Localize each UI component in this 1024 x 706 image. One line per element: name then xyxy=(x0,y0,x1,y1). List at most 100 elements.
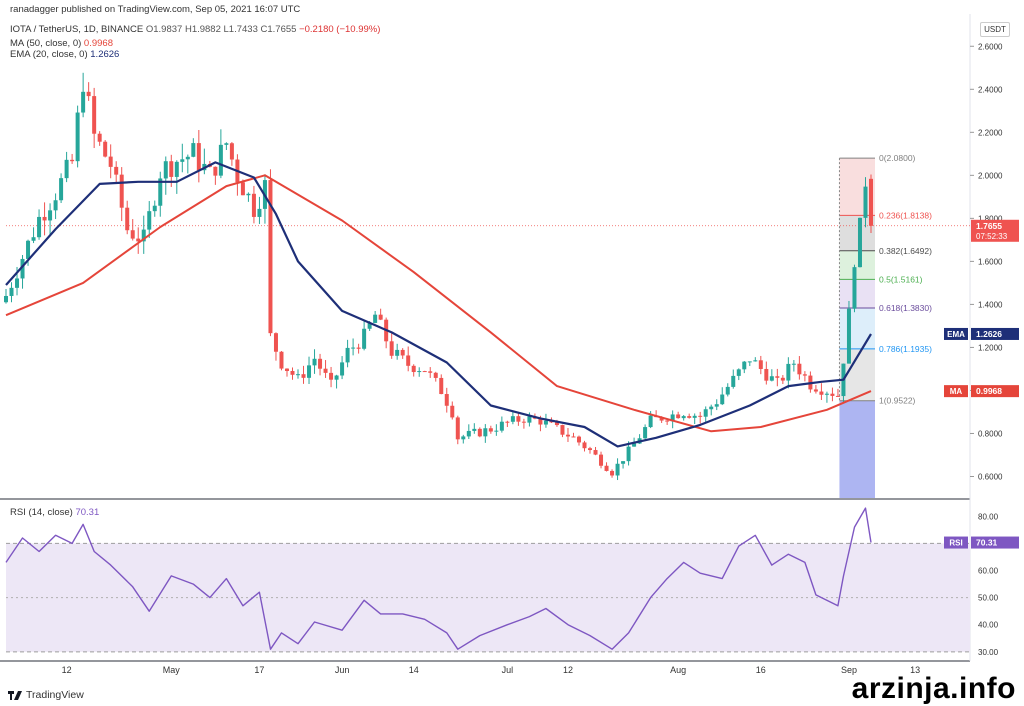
price-tick-label-5: 1.6000 xyxy=(978,257,1003,266)
candle-body xyxy=(257,208,262,217)
ema-label-text: EMA xyxy=(947,330,965,339)
candle-body xyxy=(119,174,124,208)
rsi-value-tag-bg xyxy=(971,536,1019,549)
candle-body xyxy=(152,205,157,212)
candle-body xyxy=(852,267,857,309)
candle-body xyxy=(318,358,323,369)
candle-body xyxy=(42,216,47,221)
candle-body xyxy=(9,287,14,296)
time-tick-label-4: 14 xyxy=(409,665,419,675)
ma-tag-text: 0.9968 xyxy=(976,386,1002,396)
candle-body xyxy=(676,414,681,419)
candle-body xyxy=(698,415,703,417)
candle-body xyxy=(174,161,179,177)
candle-body xyxy=(70,159,75,162)
tradingview-brand[interactable]: TradingView xyxy=(8,689,84,701)
time-tick-label-10: 13 xyxy=(910,665,920,675)
time-tick-label-2: 17 xyxy=(254,665,264,675)
last-price-tag-subtext: 07:52:33 xyxy=(976,232,1008,241)
currency-button[interactable]: USDT xyxy=(980,22,1010,37)
candle-body xyxy=(240,182,245,196)
candle-body xyxy=(279,351,284,369)
candle-body xyxy=(15,278,20,288)
candle-body xyxy=(494,430,499,432)
time-tick-label-6: 12 xyxy=(563,665,573,675)
candle-body xyxy=(301,374,306,378)
fib-label-3: 0.5(1.5161) xyxy=(879,274,923,284)
ma-line xyxy=(5,174,872,433)
candle-body xyxy=(632,443,637,447)
candle-body xyxy=(780,377,785,381)
candle-body xyxy=(830,393,835,396)
time-tick-label-0: 12 xyxy=(62,665,72,675)
candle-body xyxy=(791,363,796,365)
tradingview-brand-text: TradingView xyxy=(26,689,84,701)
rsi-tick-label-0: 30.00 xyxy=(978,648,999,657)
fib-label-1: 0.236(1.8138) xyxy=(879,210,932,220)
candle-body xyxy=(362,328,367,349)
candle-body xyxy=(86,91,91,97)
candle-body xyxy=(147,211,152,230)
candle-body xyxy=(753,360,758,362)
candle-body xyxy=(268,180,273,334)
price-tick-label-8: 2.2000 xyxy=(978,128,1003,137)
candle-body xyxy=(273,333,278,352)
candle-body xyxy=(251,193,256,217)
symbol-name[interactable]: IOTA / TetherUS, 1D, BINANCE xyxy=(10,24,144,35)
candle-body xyxy=(681,416,686,419)
ema-legend-label: EMA (20, close, 0) xyxy=(10,49,88,60)
fib-zone-2 xyxy=(839,250,875,280)
candle-body xyxy=(307,365,312,378)
ema-tag-bg xyxy=(971,327,1019,340)
ma-legend[interactable]: MA (50, close, 0) 0.9968 xyxy=(10,38,119,49)
candle-body xyxy=(510,416,515,422)
candle-body xyxy=(863,186,868,218)
candle-body xyxy=(588,448,593,451)
candle-body xyxy=(742,361,747,370)
candle-body xyxy=(747,361,752,363)
time-tick-label-3: Jun xyxy=(335,665,350,675)
rsi-tick-label-3: 60.00 xyxy=(978,567,999,576)
candle-body xyxy=(114,166,119,175)
ma-tag-bg xyxy=(971,385,1019,398)
candle-body xyxy=(351,347,356,349)
candle-body xyxy=(53,200,58,211)
symbol-line: IOTA / TetherUS, 1D, BINANCE O1.9837 H1.… xyxy=(10,24,380,35)
rsi-legend[interactable]: RSI (14, close) 70.31 xyxy=(10,507,99,518)
candle-body xyxy=(466,430,471,437)
candle-body xyxy=(296,374,301,376)
candle-body xyxy=(92,96,97,134)
candle-body xyxy=(731,375,736,387)
candle-body xyxy=(125,207,130,231)
candle-body xyxy=(81,91,86,113)
candle-body xyxy=(97,133,102,142)
candle-body xyxy=(395,349,400,356)
ema-legend[interactable]: EMA (20, close, 0) 1.2626 xyxy=(10,49,119,60)
ohlc-change: −0.2180 (−10.99%) xyxy=(299,24,381,35)
candle-body xyxy=(764,368,769,381)
candle-body xyxy=(736,369,741,376)
candle-body xyxy=(775,376,780,378)
rsi-tick-label-5: 80.00 xyxy=(978,512,999,521)
candle-body xyxy=(477,428,482,437)
candle-body xyxy=(378,314,383,320)
candle-body xyxy=(108,156,113,167)
ohlc-high: H1.9882 xyxy=(184,24,221,35)
ohlc-close: C1.7655 xyxy=(260,24,297,35)
fib-extension-zone xyxy=(839,400,875,498)
ma-label-bg xyxy=(944,385,968,398)
time-tick-label-9: Sep xyxy=(841,665,857,675)
candle-body xyxy=(769,376,774,381)
candle-body xyxy=(797,363,802,375)
candle-body xyxy=(604,465,609,471)
ma-legend-label: MA (50, close, 0) xyxy=(10,38,82,49)
candle-body xyxy=(786,363,791,381)
candle-body xyxy=(417,371,422,373)
time-tick-label-7: Aug xyxy=(670,665,686,675)
price-tick-label-4: 1.4000 xyxy=(978,300,1003,309)
rsi-legend-label: RSI (14, close) xyxy=(10,507,73,518)
candle-body xyxy=(571,436,576,438)
candle-body xyxy=(483,428,488,437)
candle-body xyxy=(621,461,626,464)
